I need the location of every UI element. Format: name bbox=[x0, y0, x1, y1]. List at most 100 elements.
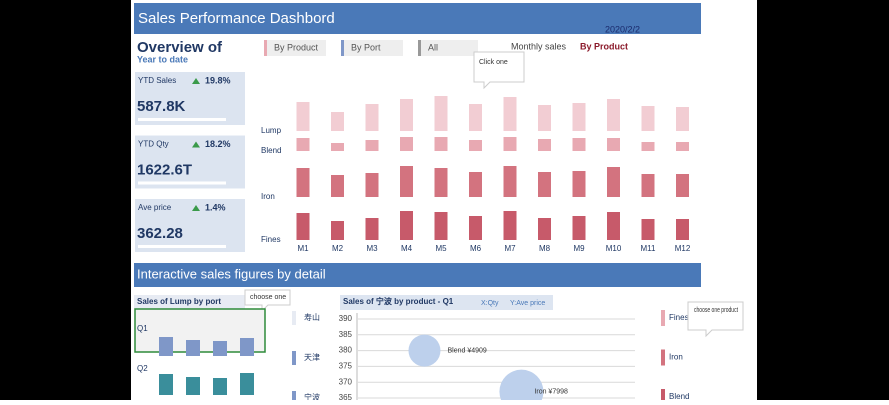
bar bbox=[607, 138, 620, 151]
port-label[interactable]: 天津 bbox=[304, 352, 320, 362]
bar bbox=[186, 377, 200, 395]
overview-subtitle: Year to date bbox=[137, 54, 188, 64]
row-label: Iron bbox=[261, 192, 275, 201]
bubble bbox=[499, 369, 544, 405]
row-label: Fines bbox=[261, 235, 281, 244]
tab[interactable]: All bbox=[428, 42, 438, 52]
callout bbox=[244, 289, 291, 313]
section-bar bbox=[134, 263, 701, 287]
bar bbox=[400, 99, 413, 131]
port-marker[interactable] bbox=[292, 351, 296, 365]
up-arrow bbox=[192, 78, 200, 84]
bar bbox=[676, 174, 689, 197]
bar bbox=[400, 211, 413, 240]
tab-bg[interactable] bbox=[341, 40, 403, 56]
up-arrow bbox=[192, 205, 200, 211]
bar bbox=[296, 102, 310, 131]
product-marker[interactable] bbox=[661, 310, 665, 326]
bar bbox=[503, 137, 517, 151]
tab-accent bbox=[264, 40, 267, 56]
kpi-underline bbox=[138, 181, 226, 185]
x-tick-label: M8 bbox=[539, 244, 551, 253]
kpi-label: Ave price bbox=[138, 203, 172, 212]
kpi-value: 587.8K bbox=[137, 98, 186, 115]
bar bbox=[538, 139, 551, 151]
bar bbox=[213, 341, 227, 356]
port-marker[interactable] bbox=[292, 391, 296, 405]
right-margin bbox=[757, 0, 889, 400]
bar bbox=[365, 104, 379, 131]
callout-text: choose one bbox=[250, 294, 286, 301]
kpi-card bbox=[135, 72, 245, 125]
bar bbox=[607, 99, 620, 131]
callout bbox=[473, 51, 525, 90]
bar bbox=[434, 168, 448, 197]
port-label[interactable]: 寿山 bbox=[304, 312, 320, 322]
row-label: Blend bbox=[261, 146, 281, 155]
bar bbox=[572, 216, 586, 240]
left-margin bbox=[0, 0, 131, 400]
x-tick-label: M3 bbox=[366, 244, 378, 253]
bar bbox=[572, 138, 586, 151]
bar bbox=[213, 378, 227, 395]
quarter-label[interactable]: Q2 bbox=[137, 364, 148, 373]
kpi-label: YTD Qty bbox=[138, 140, 169, 149]
kpi-underline bbox=[138, 245, 226, 248]
product-label[interactable]: Fines bbox=[669, 313, 689, 322]
bar bbox=[676, 142, 689, 151]
x-tick-label: M1 bbox=[297, 244, 309, 253]
bar bbox=[469, 140, 482, 151]
bar bbox=[331, 112, 344, 131]
x-tick-label: M12 bbox=[675, 244, 691, 253]
y-tick-label: 390 bbox=[339, 314, 353, 323]
quarter-label[interactable]: Q1 bbox=[137, 324, 148, 333]
bar bbox=[434, 212, 448, 240]
kpi-card bbox=[135, 199, 245, 252]
product-label[interactable]: Blend bbox=[669, 392, 689, 401]
bar bbox=[538, 172, 551, 197]
product-label[interactable]: Iron bbox=[669, 353, 683, 362]
bar bbox=[572, 103, 586, 131]
bar bbox=[676, 107, 689, 131]
bar bbox=[240, 373, 254, 395]
port-label[interactable]: 宁波 bbox=[304, 392, 320, 402]
up-arrow bbox=[192, 141, 200, 148]
bar bbox=[331, 221, 344, 240]
bubble-label: Blend ¥4909 bbox=[447, 347, 486, 354]
bubble-title: Sales of 宁波 by product - Q1 bbox=[343, 296, 454, 306]
lump-title-bg bbox=[134, 295, 245, 309]
x-tick-label: M4 bbox=[401, 244, 413, 253]
callout-text: Click one bbox=[479, 59, 508, 66]
bar bbox=[503, 211, 517, 240]
bar bbox=[296, 168, 310, 197]
kpi-change: 18.2% bbox=[205, 139, 231, 149]
callout-text: choose one product bbox=[694, 307, 738, 314]
monthly-label[interactable]: Monthly sales bbox=[511, 41, 567, 51]
y-tick-label: 365 bbox=[339, 393, 353, 400]
bar bbox=[538, 105, 551, 131]
tab[interactable]: By Product bbox=[274, 42, 319, 52]
bubble-label: Iron ¥7998 bbox=[534, 389, 568, 396]
kpi-value: 362.28 bbox=[137, 225, 183, 242]
port-marker[interactable] bbox=[292, 311, 296, 325]
bar bbox=[365, 218, 379, 240]
bar bbox=[469, 216, 482, 240]
bar bbox=[572, 171, 586, 197]
monthly-selected[interactable]: By Product bbox=[580, 41, 628, 51]
tab-bg[interactable] bbox=[264, 40, 326, 56]
kpi-value: 1622.6T bbox=[137, 161, 192, 178]
bar bbox=[503, 166, 517, 197]
tab[interactable]: By Port bbox=[351, 42, 381, 52]
y-tick-label: 380 bbox=[339, 346, 353, 355]
tab-bg[interactable] bbox=[418, 40, 478, 56]
product-marker[interactable] bbox=[661, 389, 665, 405]
bubble-chart: 390 385 380 375 370 365 Blend ¥4909 Iron ¥7998 bbox=[339, 314, 635, 405]
product-marker[interactable] bbox=[661, 349, 665, 366]
tabs: By Product By Port All bbox=[264, 40, 478, 56]
bar bbox=[159, 374, 173, 395]
x-tick-label: M9 bbox=[573, 244, 585, 253]
header-title: Sales Performance Dashbord bbox=[138, 10, 335, 27]
